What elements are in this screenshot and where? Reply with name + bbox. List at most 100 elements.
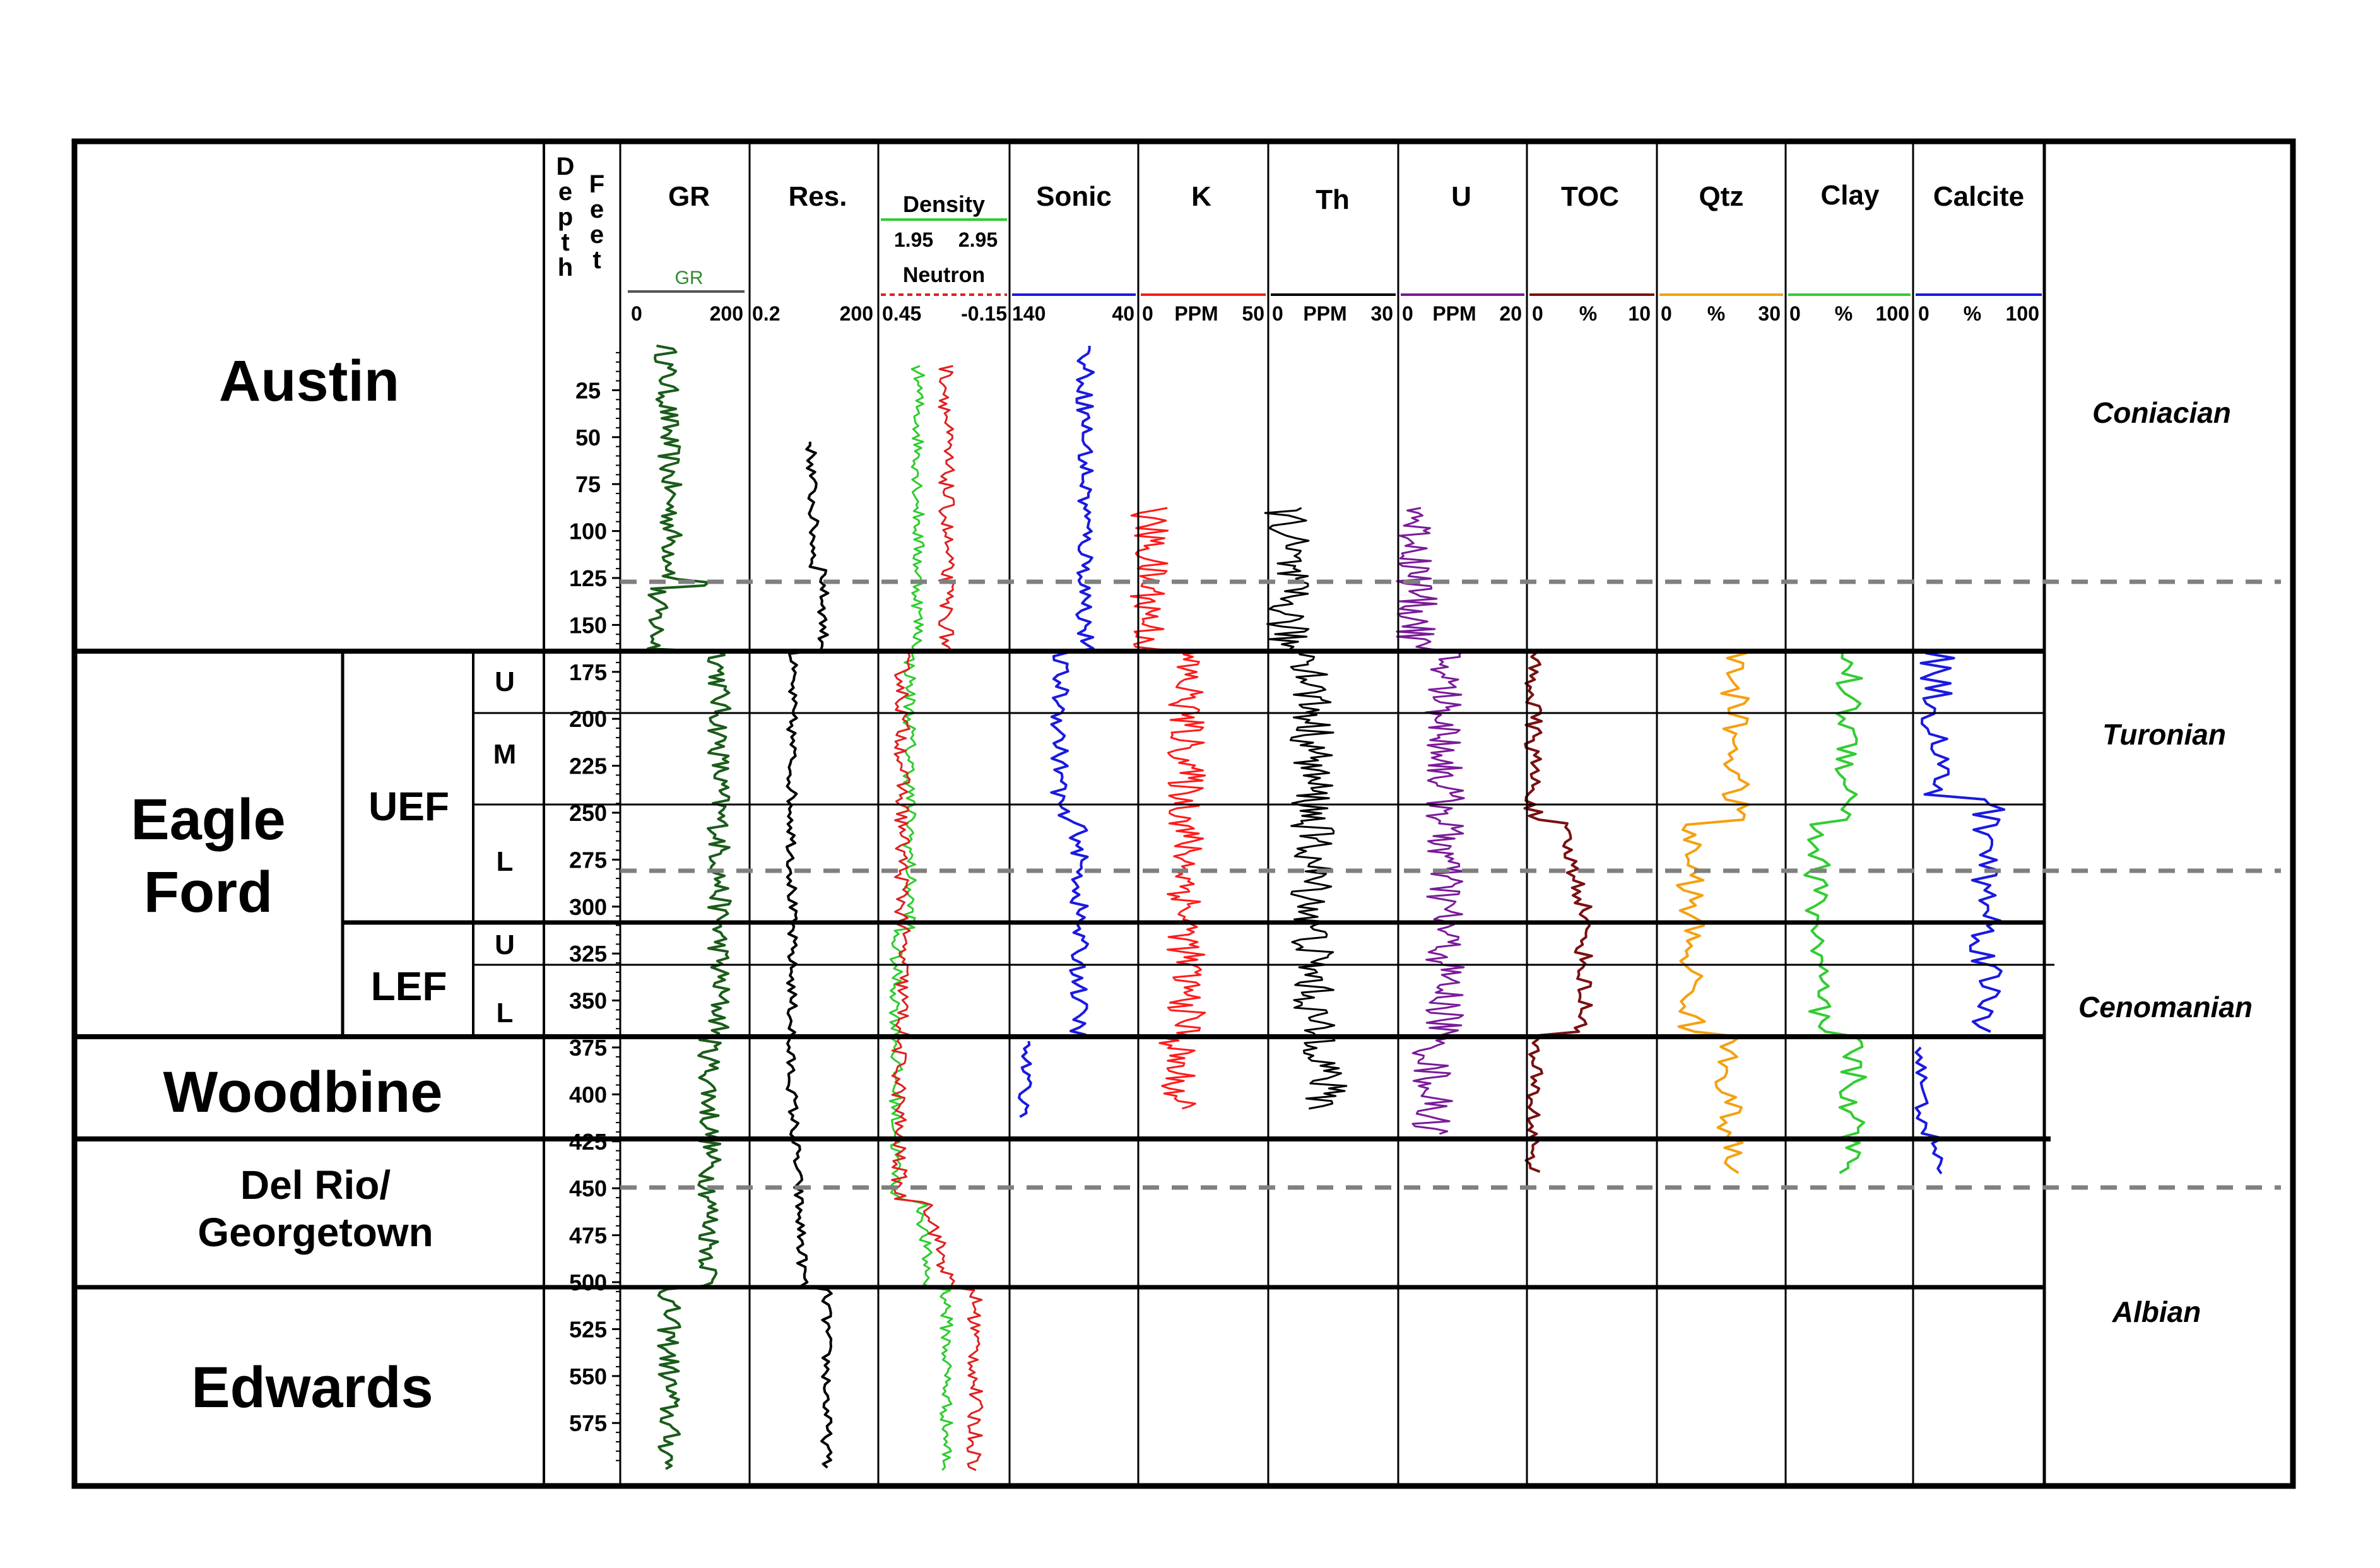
gr-title: GR <box>668 181 710 212</box>
subunit-lef-l: L <box>497 998 514 1029</box>
formation-eagle-ford-line1: Eagle <box>131 787 285 852</box>
subunit-labels: U M L U L <box>493 666 517 1029</box>
clay-scale-min: 0 <box>1789 302 1801 325</box>
th-curve <box>1264 507 1348 1110</box>
calcite-scale-max: 100 <box>2006 302 2039 325</box>
depth-tick-label: 550 <box>569 1364 607 1389</box>
depth-tick-label: 50 <box>575 425 601 451</box>
depth-tick-label: 475 <box>569 1223 607 1249</box>
depth-tick-label: 450 <box>569 1176 607 1201</box>
res-curve <box>786 442 833 1469</box>
th-scale-unit: PPM <box>1303 302 1346 325</box>
res-title: Res. <box>789 181 847 212</box>
formation-delrio-line2: Georgetown <box>197 1210 433 1255</box>
svg-text:e: e <box>558 178 572 206</box>
track-headers: GR GR Res. Density 1.95 2.95 Neutron Son… <box>668 180 2024 288</box>
depth-tick-label: 325 <box>569 941 607 967</box>
depth-tick-label: 500 <box>569 1270 607 1295</box>
stage-cenomanian: Cenomanian <box>2078 991 2253 1023</box>
outer-frame <box>71 138 2296 1489</box>
subunit-lef-u: U <box>495 929 515 960</box>
sonic-curve-woodbine <box>1018 1040 1032 1118</box>
formation-woodbine: Woodbine <box>163 1060 443 1124</box>
scale-row: 0 200 0.2 200 0.45 -0.15 140 40 0 PPM 50… <box>631 302 2039 325</box>
log-curves <box>646 345 2006 1471</box>
calcite-scale-unit: % <box>1964 302 1981 325</box>
density-curve <box>888 365 953 1471</box>
qtz-curve <box>1676 652 1750 1174</box>
formation-edwards: Edwards <box>191 1355 433 1420</box>
depth-tick-label: 25 <box>575 377 601 403</box>
depth-tick-label: 350 <box>569 988 607 1014</box>
k-scale-min: 0 <box>1142 302 1153 325</box>
res-scale-min: 0.2 <box>752 302 780 325</box>
clay-curve <box>1803 652 1867 1174</box>
qtz-scale-min: 0 <box>1661 302 1672 325</box>
svg-text:t: t <box>592 246 601 274</box>
clay-title: Clay <box>1821 180 1880 211</box>
subunit-uef-u: U <box>495 666 515 697</box>
density-title: Density <box>903 191 985 217</box>
subunit-uef-l: L <box>497 846 514 877</box>
stage-boundaries <box>620 579 2281 1190</box>
formation-delrio-line1: Del Rio/ <box>240 1162 391 1208</box>
calcite-scale-min: 0 <box>1918 302 1929 325</box>
k-scale-unit: PPM <box>1174 302 1218 325</box>
toc-curve <box>1523 652 1593 1173</box>
u-curve <box>1396 507 1466 1135</box>
neutron-curve <box>891 365 984 1471</box>
sonic-curve <box>1050 345 1095 1036</box>
subunit-uef-m: M <box>493 739 517 770</box>
dens-scale-max: -0.15 <box>961 302 1007 325</box>
th-scale-max: 30 <box>1370 302 1393 325</box>
k-title: K <box>1191 181 1211 212</box>
svg-text:e: e <box>590 196 604 223</box>
depth-tick-label: 400 <box>569 1082 607 1107</box>
formation-austin: Austin <box>219 349 399 413</box>
svg-text:p: p <box>558 203 573 231</box>
svg-text:t: t <box>561 228 569 256</box>
clay-scale-max: 100 <box>1876 302 1909 325</box>
gr-curve <box>646 345 732 1470</box>
k-curve <box>1129 507 1206 1110</box>
depth-tick-label: 525 <box>569 1316 607 1342</box>
depth-tick-label: 425 <box>569 1129 607 1155</box>
density-min: 1.95 <box>894 228 933 251</box>
svg-text:h: h <box>558 254 573 281</box>
depth-tick-label: 225 <box>569 753 607 779</box>
gr-scale-min: 0 <box>631 302 642 325</box>
stage-labels: Coniacian Turonian Cenomanian Albian <box>2078 396 2253 1328</box>
depth-tick-label: 200 <box>569 706 607 732</box>
formation-eagle-ford-line2: Ford <box>144 860 273 924</box>
depth-axis: D e p t h F e e t 2550751001251501752002… <box>557 153 620 1461</box>
depth-tick-label: 575 <box>569 1410 607 1436</box>
sonic-scale-max: 40 <box>1112 302 1134 325</box>
member-labels: UEF LEF <box>368 784 449 1009</box>
stage-coniacian: Coniacian <box>2092 396 2231 429</box>
calcite-curve-lower <box>1914 1046 1944 1175</box>
gr-curve-label: GR <box>675 268 704 288</box>
svg-text:e: e <box>590 221 604 249</box>
svg-text:D: D <box>557 153 575 180</box>
track-separators <box>341 141 2046 1486</box>
header-underlines <box>628 218 2042 296</box>
depth-tick-label: 375 <box>569 1035 607 1061</box>
stage-turonian: Turonian <box>2102 718 2226 751</box>
sonic-scale-min: 140 <box>1012 302 1046 325</box>
calcite-title: Calcite <box>1933 181 2024 212</box>
depth-tick-label: 175 <box>569 659 607 685</box>
qtz-scale-unit: % <box>1707 302 1725 325</box>
depth-tick-label: 250 <box>569 800 607 826</box>
neutron-title: Neutron <box>903 263 985 287</box>
depth-tick-label: 275 <box>569 847 607 873</box>
toc-title: TOC <box>1561 181 1619 212</box>
depth-tick-label: 300 <box>569 894 607 920</box>
member-uef: UEF <box>368 784 449 829</box>
toc-scale-max: 10 <box>1628 302 1651 325</box>
formation-labels: Austin Eagle Ford Woodbine Del Rio/ Geor… <box>131 349 442 1420</box>
density-max: 2.95 <box>958 228 998 251</box>
depth-tick-label: 75 <box>575 471 601 497</box>
calcite-curve <box>1919 652 2006 1033</box>
